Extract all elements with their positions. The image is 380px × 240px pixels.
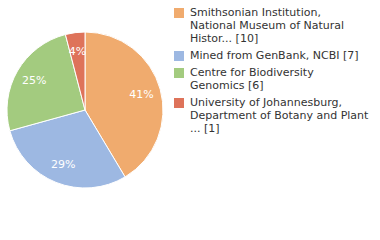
svg-text:4%: 4%	[69, 45, 86, 58]
svg-text:25%: 25%	[22, 74, 46, 87]
html-text:Smithsonian Institution, Natio: Smithsonian Institution, National Museum…	[190, 6, 345, 45]
svg-text:41%: 41%	[129, 88, 153, 101]
html-text:University of Johannesburg, De: University of Johannesburg, Department o…	[190, 96, 369, 135]
html-text:Centre for Biodiversity Genomi: Centre for Biodiversity Genomics [6]	[190, 66, 314, 92]
html-text:Mined from GenBank, NCBI [7]: Mined from GenBank, NCBI [7]	[190, 49, 359, 62]
svg-text:29%: 29%	[51, 158, 75, 171]
